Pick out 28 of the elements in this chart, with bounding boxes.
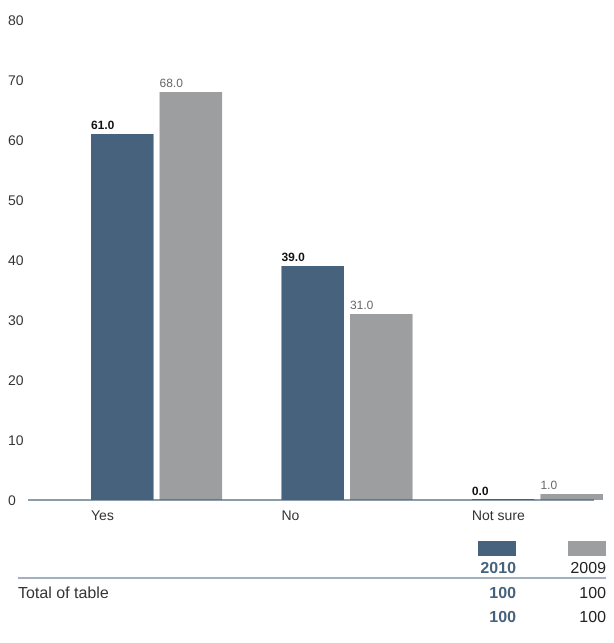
data-label: 1.0 <box>540 478 558 492</box>
text: 100 <box>579 609 606 626</box>
y-tick-label: 30 <box>8 312 24 328</box>
text: 100 <box>489 585 516 602</box>
y-tick-label: 60 <box>8 132 24 148</box>
data-label: 68.0 <box>160 76 184 90</box>
legend-label: 2009 <box>570 560 606 577</box>
x-tick-label: Not sure <box>472 507 526 523</box>
y-tick-label: 80 <box>8 12 24 28</box>
data-label: 61.0 <box>91 118 115 132</box>
y-tick-label: 40 <box>8 252 24 268</box>
y-tick-label: 20 <box>8 372 24 388</box>
y-tick-label: 70 <box>8 72 24 88</box>
text: Total of table <box>18 585 109 602</box>
text: 100 <box>579 585 606 602</box>
x-tick-label: Yes <box>91 507 114 523</box>
text: 100 <box>489 609 516 626</box>
bar <box>350 314 413 500</box>
bar <box>160 92 222 500</box>
bar <box>540 494 603 500</box>
x-tick-label: No <box>281 507 300 523</box>
data-label: 31.0 <box>350 298 374 312</box>
y-tick-label: 50 <box>8 192 24 208</box>
y-tick-label: 10 <box>8 432 24 448</box>
data-label: 39.0 <box>281 250 306 264</box>
legend-label: 2010 <box>480 560 516 577</box>
data-label: 0.0 <box>472 484 489 498</box>
y-tick-label: 0 <box>8 492 16 508</box>
